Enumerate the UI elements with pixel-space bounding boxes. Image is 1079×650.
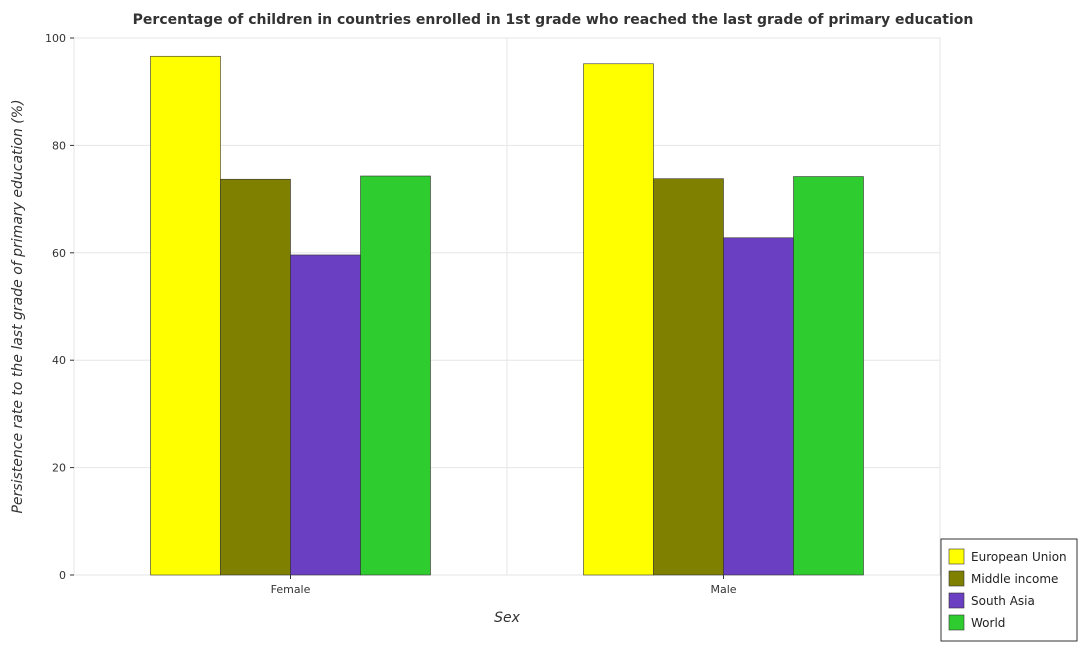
y-tick-label: 20 — [52, 462, 66, 475]
legend-swatch — [949, 615, 964, 630]
bar — [654, 179, 724, 575]
y-tick-label: 40 — [52, 354, 66, 367]
bar — [291, 255, 361, 575]
y-tick-label: 0 — [59, 569, 66, 582]
y-tick-label: 80 — [52, 139, 66, 152]
y-tick-label: 100 — [45, 32, 66, 45]
bar — [361, 176, 431, 575]
legend: European Union Middle income South Asia Wor… — [941, 539, 1077, 641]
bar — [724, 238, 794, 575]
bar — [221, 179, 291, 575]
legend-label: European Union — [971, 550, 1067, 564]
legend-swatch — [949, 549, 964, 564]
legend-swatch — [949, 593, 964, 608]
legend-swatch — [949, 571, 964, 586]
chart-title: Percentage of children in countries enro… — [133, 12, 974, 28]
y-axis-label: Persistence rate to the last grade of pr… — [10, 99, 26, 513]
legend-label: World — [971, 616, 1005, 630]
bar — [151, 56, 221, 575]
x-axis-label: Sex — [494, 610, 521, 626]
legend-label: South Asia — [971, 594, 1035, 608]
legend-label: Middle income — [971, 572, 1058, 586]
bar — [584, 64, 654, 575]
plot-area: 0 20 40 60 80 100 Female Male — [45, 32, 940, 596]
x-tick-label: Male — [710, 583, 736, 596]
x-tick-label: Female — [271, 583, 311, 596]
y-tick-label: 60 — [52, 247, 66, 260]
bar — [794, 177, 864, 575]
